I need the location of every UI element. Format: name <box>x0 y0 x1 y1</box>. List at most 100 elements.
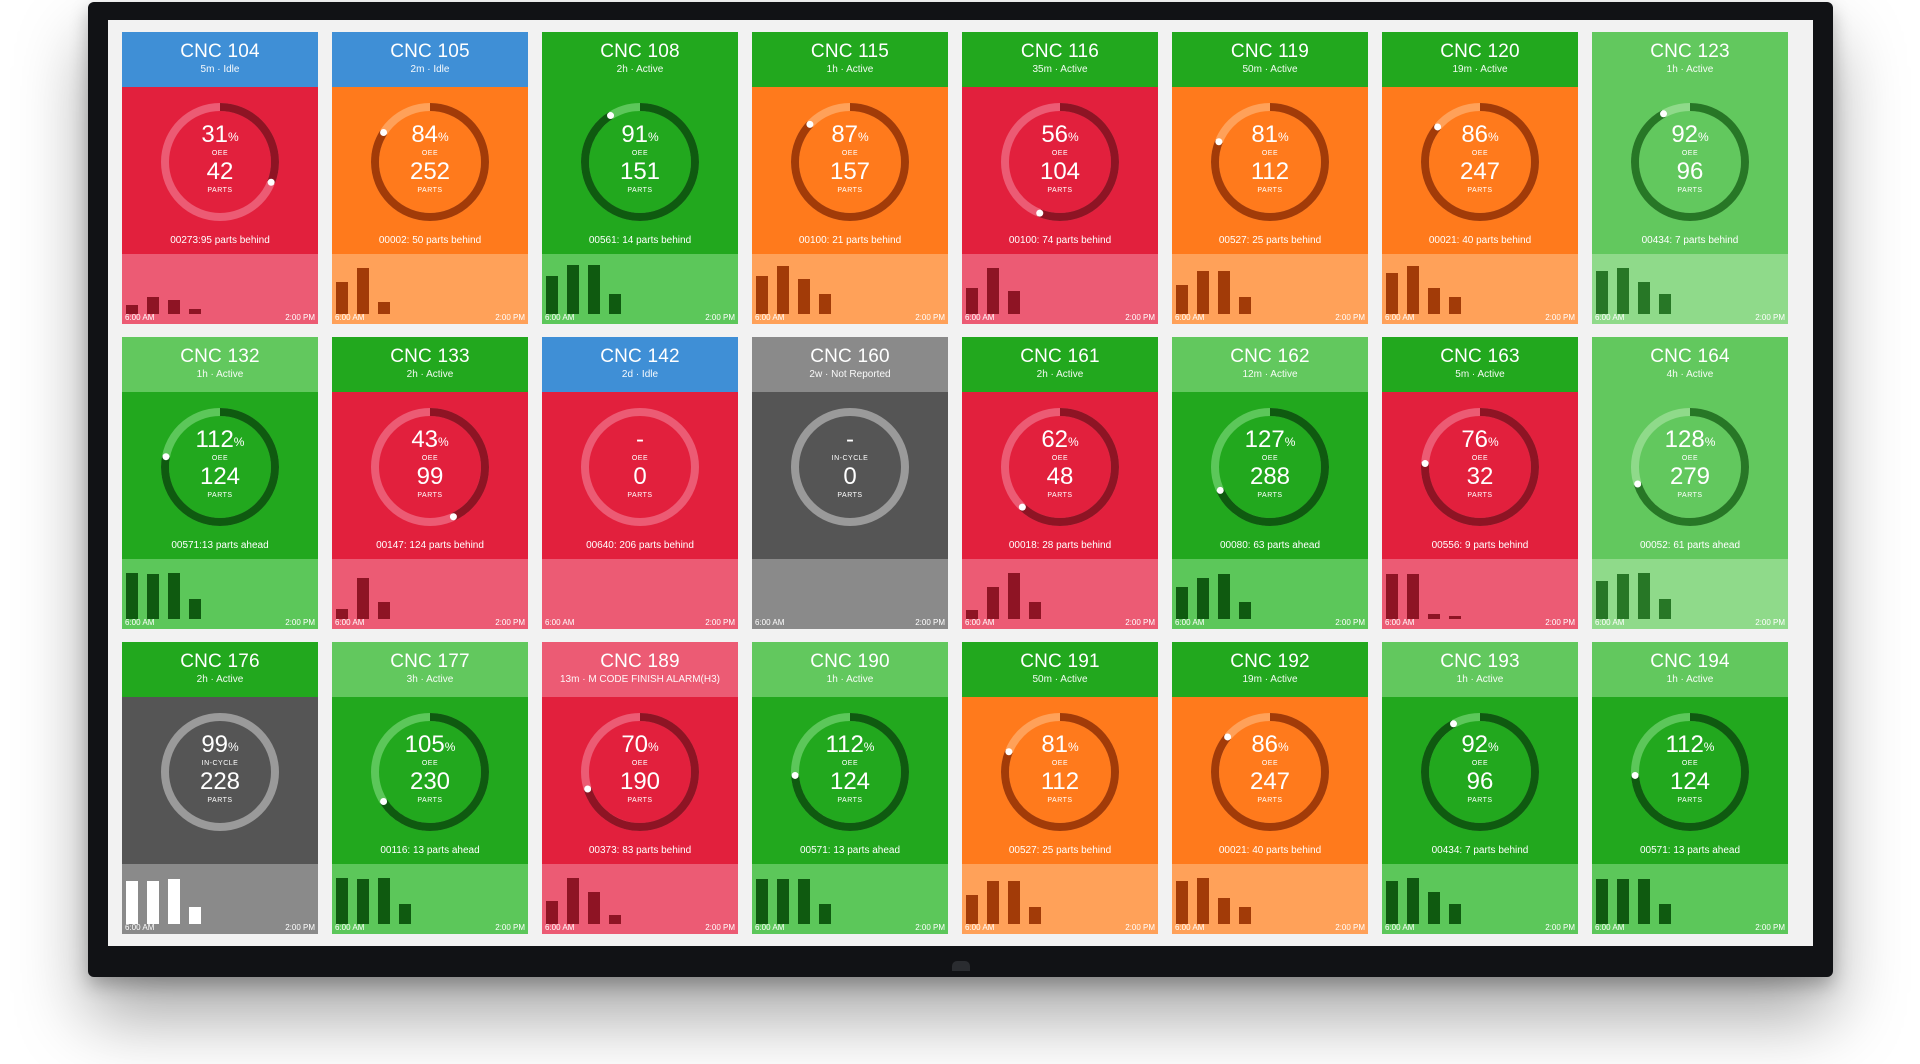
gauge-arc <box>371 408 489 526</box>
parts-count: 288 <box>1249 463 1291 490</box>
tile-body: 112% OEE 124 PARTS 00571: 13 parts ahead <box>752 697 948 864</box>
machine-tile[interactable]: CNC 193 1h · Active 92% OEE 96 PARTS 004… <box>1382 642 1578 934</box>
machine-tile[interactable]: CNC 190 1h · Active 112% OEE 124 PARTS 0… <box>752 642 948 934</box>
chart-end-time: 2:00 PM <box>495 618 525 627</box>
machine-tile[interactable]: CNC 108 2h · Active 91% OEE 151 PARTS 00… <box>542 32 738 324</box>
machine-tile[interactable]: CNC 104 5m · Idle 31% OEE 42 PARTS 00273… <box>122 32 318 324</box>
machine-tile[interactable]: CNC 191 50m · Active 81% OEE 112 PARTS 0… <box>962 642 1158 934</box>
chart-end-time: 2:00 PM <box>705 313 735 322</box>
parts-behind-text: 00273:95 parts behind <box>170 235 270 246</box>
tile-body: - OEE 0 PARTS 00640: 206 parts behind <box>542 392 738 559</box>
gauge-readout: 76% OEE 32 PARTS <box>1413 400 1547 534</box>
chart-bar <box>1638 572 1650 619</box>
parts-count: 279 <box>1669 463 1711 490</box>
machine-tile[interactable]: CNC 105 2m · Idle 84% OEE 252 PARTS 0000… <box>332 32 528 324</box>
chart-end-time: 2:00 PM <box>915 923 945 932</box>
tile-header: CNC 132 1h · Active <box>122 337 318 392</box>
machine-tile[interactable]: CNC 142 2d · Idle - OEE 0 PARTS 00640: 2… <box>542 337 738 629</box>
machine-tile[interactable]: CNC 115 1h · Active 87% OEE 157 PARTS 00… <box>752 32 948 324</box>
machine-status: 2h · Active <box>196 674 244 685</box>
tile-header: CNC 177 3h · Active <box>332 642 528 697</box>
chart-bar <box>1386 880 1398 924</box>
machine-status: 13m · M CODE FINISH ALARM(H3) <box>559 674 721 685</box>
production-chart: 6:00 AM 2:00 PM <box>542 254 738 324</box>
tile-header: CNC 115 1h · Active <box>752 32 948 87</box>
machine-name: CNC 191 <box>1020 651 1100 672</box>
chart-bar <box>1008 880 1020 924</box>
oee-gauge <box>161 713 279 831</box>
parts-label: PARTS <box>1467 492 1493 499</box>
percent-sign: % <box>1703 740 1715 754</box>
machine-tile[interactable]: CNC 163 5m · Active 76% OEE 32 PARTS 005… <box>1382 337 1578 629</box>
production-chart: 6:00 AM 2:00 PM <box>542 559 738 629</box>
chart-bar <box>777 266 789 314</box>
chart-start-time: 6:00 AM <box>545 923 575 932</box>
production-chart: 6:00 AM 2:00 PM <box>542 864 738 934</box>
machine-tile[interactable]: CNC 133 2h · Active 43% OEE 99 PARTS 001… <box>332 337 528 629</box>
oee-label: OEE <box>631 760 649 767</box>
chart-bar <box>1617 573 1629 619</box>
bar-area <box>126 559 314 619</box>
machine-tile[interactable]: CNC 123 1h · Active 92% OEE 96 PARTS 004… <box>1592 32 1788 324</box>
machine-status: 4h · Active <box>1666 369 1714 380</box>
gauge-arc <box>581 103 699 221</box>
production-chart: 6:00 AM 2:00 PM <box>752 559 948 629</box>
parts-label: PARTS <box>627 492 653 499</box>
chart-bar <box>588 892 600 924</box>
machine-tile[interactable]: CNC 132 1h · Active 112% OEE 124 PARTS 0… <box>122 337 318 629</box>
gauge-arc <box>1211 408 1329 526</box>
production-chart: 6:00 AM 2:00 PM <box>1592 864 1788 934</box>
chart-start-time: 6:00 AM <box>755 923 785 932</box>
oee-gauge <box>581 408 699 526</box>
machine-tile[interactable]: CNC 164 4h · Active 128% OEE 279 PARTS 0… <box>1592 337 1788 629</box>
production-chart: 6:00 AM 2:00 PM <box>1592 559 1788 629</box>
tile-header: CNC 120 19m · Active <box>1382 32 1578 87</box>
chart-end-time: 2:00 PM <box>1545 313 1575 322</box>
oee-label: OEE <box>841 760 859 767</box>
chart-bar <box>756 276 768 314</box>
oee-value: 128% <box>1664 426 1716 453</box>
chart-end-time: 2:00 PM <box>705 618 735 627</box>
machine-tile[interactable]: CNC 176 2h · Active 99% IN-CYCLE 228 PAR… <box>122 642 318 934</box>
machine-tile[interactable]: CNC 119 50m · Active 81% OEE 112 PARTS 0… <box>1172 32 1368 324</box>
chart-end-time: 2:00 PM <box>1545 923 1575 932</box>
bar-area <box>546 254 734 314</box>
percent-sign: % <box>858 130 869 144</box>
oee-label: OEE <box>1051 150 1069 157</box>
gauge-readout: 99% IN-CYCLE 228 PARTS <box>153 705 287 839</box>
machine-tile[interactable]: CNC 194 1h · Active 112% OEE 124 PARTS 0… <box>1592 642 1788 934</box>
production-chart: 6:00 AM 2:00 PM <box>1172 864 1368 934</box>
machine-tile[interactable]: CNC 120 19m · Active 86% OEE 247 PARTS 0… <box>1382 32 1578 324</box>
chart-bar <box>1197 877 1209 924</box>
gauge-dot <box>1216 486 1224 494</box>
machine-tile[interactable]: CNC 177 3h · Active 105% OEE 230 PARTS 0… <box>332 642 528 934</box>
chart-bar <box>189 906 201 924</box>
production-chart: 6:00 AM 2:00 PM <box>962 864 1158 934</box>
tile-body: 76% OEE 32 PARTS 00556: 9 parts behind <box>1382 392 1578 559</box>
tile-header: CNC 162 12m · Active <box>1172 337 1368 392</box>
machine-tile[interactable]: CNC 189 13m · M CODE FINISH ALARM(H3) 70… <box>542 642 738 934</box>
machine-tile[interactable]: CNC 162 12m · Active 127% OEE 288 PARTS … <box>1172 337 1368 629</box>
machine-name: CNC 104 <box>180 41 260 62</box>
machine-tile[interactable]: CNC 192 19m · Active 86% OEE 247 PARTS 0… <box>1172 642 1368 934</box>
chart-start-time: 6:00 AM <box>545 313 575 322</box>
oee-label: OEE <box>1051 455 1069 462</box>
machine-tile[interactable]: CNC 161 2h · Active 62% OEE 48 PARTS 000… <box>962 337 1158 629</box>
percent-sign: % <box>1068 740 1079 754</box>
percent-sign: % <box>233 435 245 449</box>
oee-value: 43% <box>411 426 449 453</box>
oee-gauge <box>1631 713 1749 831</box>
machine-tile[interactable]: CNC 160 2w · Not Reported - IN-CYCLE 0 P… <box>752 337 948 629</box>
parts-label: PARTS <box>1047 187 1073 194</box>
oee-value: 105% <box>404 731 456 758</box>
production-chart: 6:00 AM 2:00 PM <box>752 864 948 934</box>
gauge-dot <box>380 797 388 805</box>
parts-count: 228 <box>199 768 241 795</box>
chart-bar <box>1176 285 1188 314</box>
machine-tile[interactable]: CNC 116 35m · Active 56% OEE 104 PARTS 0… <box>962 32 1158 324</box>
gauge-dot <box>1018 503 1026 511</box>
chart-bar <box>1596 270 1608 314</box>
chart-bar <box>1428 287 1440 314</box>
chart-bar <box>1659 293 1671 314</box>
machine-name: CNC 123 <box>1650 41 1730 62</box>
